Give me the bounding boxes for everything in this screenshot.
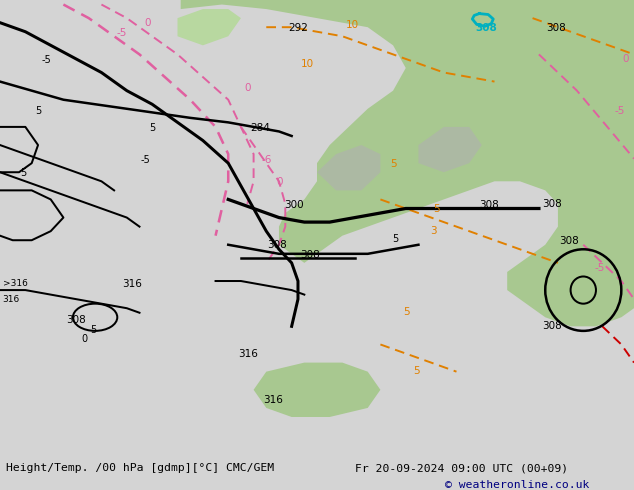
Text: 0: 0 <box>145 18 151 27</box>
Text: 0: 0 <box>623 54 629 64</box>
Text: 0: 0 <box>81 334 87 344</box>
Text: 308: 308 <box>542 199 562 209</box>
Text: 308: 308 <box>476 23 497 33</box>
Text: 316: 316 <box>238 349 257 360</box>
Text: 316: 316 <box>263 395 283 405</box>
Text: 308: 308 <box>66 315 86 324</box>
Text: -6: -6 <box>261 154 271 165</box>
Text: 5: 5 <box>391 159 397 169</box>
Text: 308: 308 <box>301 250 320 260</box>
Text: 0: 0 <box>276 177 283 187</box>
Text: >316: >316 <box>3 279 27 288</box>
Text: 5: 5 <box>90 325 96 335</box>
Text: 316: 316 <box>122 279 142 289</box>
Text: 292: 292 <box>288 23 308 33</box>
Text: 10: 10 <box>301 59 314 70</box>
Text: © weatheronline.co.uk: © weatheronline.co.uk <box>445 480 590 490</box>
Text: 308: 308 <box>479 200 498 210</box>
Text: 5: 5 <box>149 123 155 133</box>
Text: -5: -5 <box>595 263 605 273</box>
Text: 3: 3 <box>430 226 436 236</box>
Text: 10: 10 <box>346 20 359 30</box>
Polygon shape <box>418 9 558 73</box>
Text: 284: 284 <box>250 123 269 133</box>
Text: 300: 300 <box>284 200 304 210</box>
Polygon shape <box>178 9 241 46</box>
Text: 308: 308 <box>559 236 579 246</box>
Text: Height/Temp. /00 hPa [gdmp][°C] CMC/GEM: Height/Temp. /00 hPa [gdmp][°C] CMC/GEM <box>6 463 274 473</box>
Text: 316: 316 <box>3 294 20 304</box>
Text: -5: -5 <box>615 106 625 117</box>
Polygon shape <box>181 0 634 326</box>
Text: 5: 5 <box>35 106 41 116</box>
Text: 308: 308 <box>547 23 566 33</box>
Text: -5: -5 <box>141 154 150 165</box>
Text: 0: 0 <box>245 83 251 94</box>
Text: 308: 308 <box>268 240 287 250</box>
Text: 5: 5 <box>403 307 410 317</box>
Polygon shape <box>317 145 380 191</box>
Text: -5: -5 <box>41 55 51 65</box>
Text: 5: 5 <box>434 204 440 215</box>
Text: 5: 5 <box>20 168 27 178</box>
Text: 5: 5 <box>413 366 420 376</box>
Text: -5: -5 <box>116 27 126 38</box>
Text: 5: 5 <box>392 234 398 245</box>
Text: Fr 20-09-2024 09:00 UTC (00+09): Fr 20-09-2024 09:00 UTC (00+09) <box>355 463 568 473</box>
Text: 308: 308 <box>542 321 562 331</box>
Polygon shape <box>254 363 380 417</box>
Polygon shape <box>418 127 482 172</box>
